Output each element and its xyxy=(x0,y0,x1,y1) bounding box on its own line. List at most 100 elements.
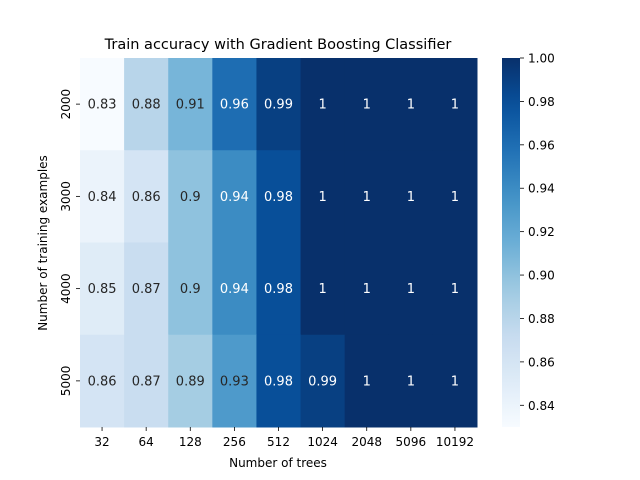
x-tick-label: 2048 xyxy=(351,435,382,449)
cell-annotation: 0.87 xyxy=(132,282,161,297)
heatmap-cell xyxy=(256,242,302,336)
heatmap-cell xyxy=(388,58,434,151)
y-axis-label: Number of training examples xyxy=(36,155,50,331)
cell-annotation: 1 xyxy=(451,98,459,113)
heatmap-cell xyxy=(300,58,346,151)
heatmap-cell xyxy=(256,150,302,243)
heatmap-cell xyxy=(168,150,213,243)
colorbar xyxy=(502,58,520,427)
heatmap-cell xyxy=(168,334,213,428)
cell-annotation: 0.84 xyxy=(88,190,117,205)
colorbar-tick-label: 0.88 xyxy=(528,312,555,326)
heatmap-cell xyxy=(432,242,478,336)
cell-annotation: 0.86 xyxy=(88,374,117,389)
heatmap-cells xyxy=(80,58,478,428)
cell-annotation: 0.99 xyxy=(308,374,337,389)
heatmap-cell xyxy=(80,150,125,243)
heatmap-cell xyxy=(80,334,125,428)
x-axis-label: Number of trees xyxy=(229,456,327,470)
chart-title: Train accuracy with Gradient Boosting Cl… xyxy=(104,37,452,53)
y-tick-label: 5000 xyxy=(59,366,73,397)
heatmap-cell xyxy=(212,58,257,151)
heatmap-cell xyxy=(388,242,434,336)
colorbar-tick-label: 0.90 xyxy=(528,269,555,283)
cell-annotation: 1 xyxy=(363,190,371,205)
heatmap-cell xyxy=(300,150,346,243)
cell-annotation: 0.85 xyxy=(88,282,117,297)
colorbar-tick-label: 0.98 xyxy=(528,95,555,109)
colorbar-tick-label: 1.00 xyxy=(528,52,555,66)
heatmap-cell xyxy=(344,334,390,428)
heatmap-cell xyxy=(124,334,169,428)
heatmap-cell xyxy=(388,150,434,243)
heatmap-cell xyxy=(168,58,213,151)
x-tick-label: 128 xyxy=(179,435,202,449)
colorbar-ticks: 0.84 0.86 0.88 0.90 0.92 0.94 0.96 0.98 1.00 xyxy=(520,52,555,413)
cell-annotation: 1 xyxy=(318,98,326,113)
heatmap-cell xyxy=(388,334,434,428)
cell-annotation: 0.93 xyxy=(220,374,249,389)
cell-annotation: 1 xyxy=(363,282,371,297)
cell-annotation: 1 xyxy=(407,98,415,113)
cell-annotation: 1 xyxy=(451,282,459,297)
cell-annotation: 1 xyxy=(318,282,326,297)
cell-annotation: 1 xyxy=(363,374,371,389)
heatmap-cell xyxy=(124,242,169,336)
y-tick-label: 4000 xyxy=(59,273,73,304)
heatmap-cell xyxy=(256,58,302,151)
cell-annotation: 0.94 xyxy=(220,282,249,297)
x-tick-label: 256 xyxy=(223,435,246,449)
heatmap-cell xyxy=(168,242,213,336)
y-axis-ticks: 2000 3000 4000 5000 xyxy=(59,89,80,396)
cell-annotation: 0.89 xyxy=(176,374,205,389)
heatmap-cell xyxy=(300,242,346,336)
heatmap-cell xyxy=(256,334,302,428)
heatmap-cell xyxy=(432,58,478,151)
cell-annotation: 0.94 xyxy=(220,190,249,205)
y-tick-label: 2000 xyxy=(59,89,73,120)
cell-annotation: 0.88 xyxy=(132,98,161,113)
cell-annotation: 0.98 xyxy=(264,190,293,205)
x-tick-label: 64 xyxy=(139,435,154,449)
x-tick-label: 5096 xyxy=(396,435,427,449)
heatmap-cell xyxy=(432,334,478,428)
cell-annotation: 0.9 xyxy=(180,282,201,297)
x-tick-label: 32 xyxy=(94,435,109,449)
cell-annotation: 1 xyxy=(451,190,459,205)
heatmap-cell xyxy=(344,150,390,243)
heatmap-cell xyxy=(344,242,390,336)
colorbar-tick-label: 0.96 xyxy=(528,138,555,152)
heatmap-cell xyxy=(212,242,257,336)
heatmap-cell xyxy=(124,150,169,243)
cell-annotation: 1 xyxy=(407,374,415,389)
cell-annotations: 0.83 0.88 0.91 0.96 0.99 1 1 1 10.84 0.86 0.9 0.94 0… xyxy=(88,98,460,390)
colorbar-tick-label: 0.86 xyxy=(528,355,555,369)
x-tick-label: 512 xyxy=(267,435,290,449)
heatmap-cell xyxy=(432,150,478,243)
cell-annotation: 1 xyxy=(407,190,415,205)
cell-annotation: 0.86 xyxy=(132,190,161,205)
cell-annotation: 1 xyxy=(451,374,459,389)
heatmap-cell xyxy=(124,58,169,151)
cell-annotation: 0.98 xyxy=(264,374,293,389)
x-tick-label: 10192 xyxy=(436,435,474,449)
colorbar-tick-label: 0.94 xyxy=(528,182,555,196)
cell-annotation: 0.99 xyxy=(264,98,293,113)
cell-annotation: 1 xyxy=(407,282,415,297)
colorbar-tick-label: 0.84 xyxy=(528,399,555,413)
heatmap-cell xyxy=(344,58,390,151)
heatmap-cell xyxy=(300,334,346,428)
cell-annotation: 0.98 xyxy=(264,282,293,297)
heatmap-cell xyxy=(80,58,125,151)
colorbar-tick-label: 0.92 xyxy=(528,225,555,239)
cell-annotation: 0.91 xyxy=(176,98,205,113)
cell-annotation: 1 xyxy=(363,98,371,113)
cell-annotation: 0.87 xyxy=(132,374,161,389)
heatmap-cell xyxy=(212,334,257,428)
cell-annotation: 1 xyxy=(318,190,326,205)
cell-annotation: 0.83 xyxy=(88,98,117,113)
x-axis-ticks: 32 64 128 256 512 1024 2048 5096 10192 xyxy=(94,427,474,449)
x-tick-label: 1024 xyxy=(307,435,338,449)
cell-annotation: 0.9 xyxy=(180,190,201,205)
